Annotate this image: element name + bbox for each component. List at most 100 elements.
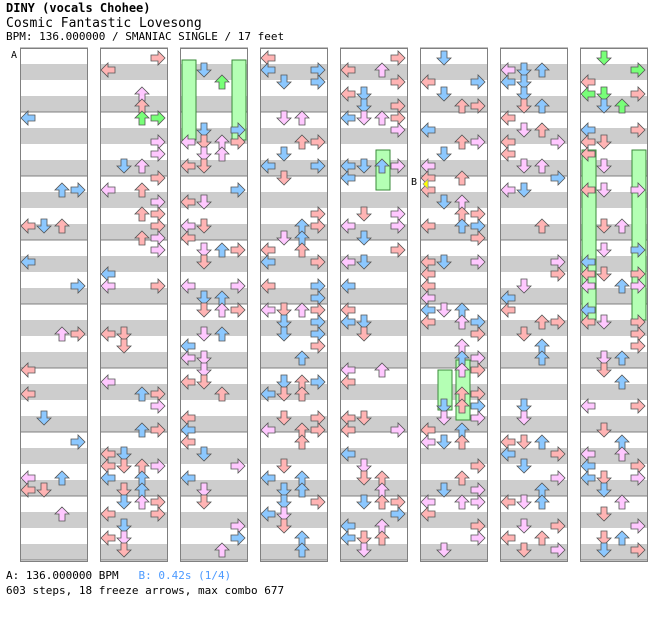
beat-stripe <box>100 256 168 272</box>
arrow-icon <box>516 122 532 138</box>
arrow-icon <box>276 494 292 510</box>
arrow-icon <box>196 290 212 306</box>
beat-stripe <box>340 256 408 272</box>
arrow-icon <box>276 302 292 318</box>
arrow-icon <box>196 446 212 462</box>
arrow-icon <box>180 134 196 150</box>
arrow-icon <box>196 494 212 510</box>
arrow-icon <box>116 446 132 462</box>
arrow-icon <box>180 158 196 174</box>
arrow-icon <box>340 110 356 126</box>
arrow-icon <box>614 218 630 234</box>
arrow-icon <box>340 62 356 78</box>
arrow-icon <box>276 230 292 246</box>
chart-column <box>100 47 168 562</box>
arrow-icon <box>356 158 372 174</box>
beat-stripe <box>340 544 408 560</box>
beat-stripe <box>580 352 648 368</box>
arrow-icon <box>534 434 550 450</box>
arrow-icon <box>310 338 326 354</box>
arrow-icon <box>516 182 532 198</box>
arrow-icon <box>180 230 196 246</box>
arrow-icon <box>310 218 326 234</box>
chart-column <box>580 47 648 562</box>
chart-column <box>180 47 248 562</box>
arrow-icon <box>260 506 276 522</box>
arrow-icon <box>454 134 470 150</box>
arrow-icon <box>214 242 230 258</box>
arrow-icon <box>100 470 116 486</box>
arrow-icon <box>116 326 132 342</box>
arrow-icon <box>54 326 70 342</box>
arrow-icon <box>596 422 612 438</box>
beat-stripe <box>180 224 248 240</box>
arrow-icon <box>150 458 166 474</box>
arrow-icon <box>500 302 516 318</box>
arrow-icon <box>596 542 612 558</box>
arrow-icon <box>470 362 486 378</box>
arrow-icon <box>516 158 532 174</box>
beat-stripe <box>340 384 408 400</box>
arrow-icon <box>596 242 612 258</box>
arrow-icon <box>180 194 196 210</box>
meta-line: BPM: 136.000000 / SMANIAC SINGLE / 17 fe… <box>6 30 285 43</box>
arrow-icon <box>214 542 230 558</box>
beat-stripe <box>580 288 648 304</box>
arrow-icon <box>630 518 646 534</box>
arrow-icon <box>550 470 566 486</box>
arrow-icon <box>116 482 132 498</box>
arrow-icon <box>550 446 566 462</box>
arrow-icon <box>390 74 406 90</box>
arrow-icon <box>596 266 612 282</box>
arrow-icon <box>374 158 390 174</box>
beat-stripe <box>180 192 248 208</box>
arrow-icon <box>470 230 486 246</box>
arrow-icon <box>20 386 36 402</box>
column-border <box>500 48 568 562</box>
arrow-icon <box>596 530 612 546</box>
freeze-arrow-icon <box>581 149 597 321</box>
arrow-icon <box>356 530 372 546</box>
beat-stripe <box>500 64 568 80</box>
arrow-icon <box>260 158 276 174</box>
arrow-icon <box>580 182 596 198</box>
arrow-icon <box>276 482 292 498</box>
arrow-icon <box>276 518 292 534</box>
freeze-arrow-icon <box>631 149 647 321</box>
arrow-icon <box>436 398 452 414</box>
arrow-icon <box>534 158 550 174</box>
arrow-icon <box>454 494 470 510</box>
arrow-icon <box>230 134 246 150</box>
arrow-icon <box>196 194 212 210</box>
beat-stripe <box>260 512 328 528</box>
arrow-icon <box>310 494 326 510</box>
beat-stripe <box>20 512 88 528</box>
arrow-icon <box>630 182 646 198</box>
arrow-icon <box>550 170 566 186</box>
beat-stripe <box>180 480 248 496</box>
beat-stripe <box>500 352 568 368</box>
arrow-icon <box>276 74 292 90</box>
arrow-icon <box>134 494 150 510</box>
arrow-icon <box>470 326 486 342</box>
arrow-icon <box>516 398 532 414</box>
arrow-icon <box>276 458 292 474</box>
arrow-icon <box>150 242 166 258</box>
beat-stripe <box>20 64 88 80</box>
arrow-icon <box>596 482 612 498</box>
arrow-icon <box>196 482 212 498</box>
arrow-icon <box>116 338 132 354</box>
chart-column <box>260 47 328 562</box>
arrow-icon <box>580 398 596 414</box>
arrow-icon <box>500 74 516 90</box>
arrow-icon <box>294 110 310 126</box>
bpm-info: A: 136.000000 BPM <box>6 569 119 582</box>
beat-stripe <box>180 384 248 400</box>
arrow-icon <box>420 218 436 234</box>
chart-column <box>500 47 568 562</box>
arrow-icon <box>614 350 630 366</box>
beat-stripe <box>100 96 168 112</box>
arrow-icon <box>196 62 212 78</box>
beat-stripe <box>180 256 248 272</box>
arrow-icon <box>230 458 246 474</box>
